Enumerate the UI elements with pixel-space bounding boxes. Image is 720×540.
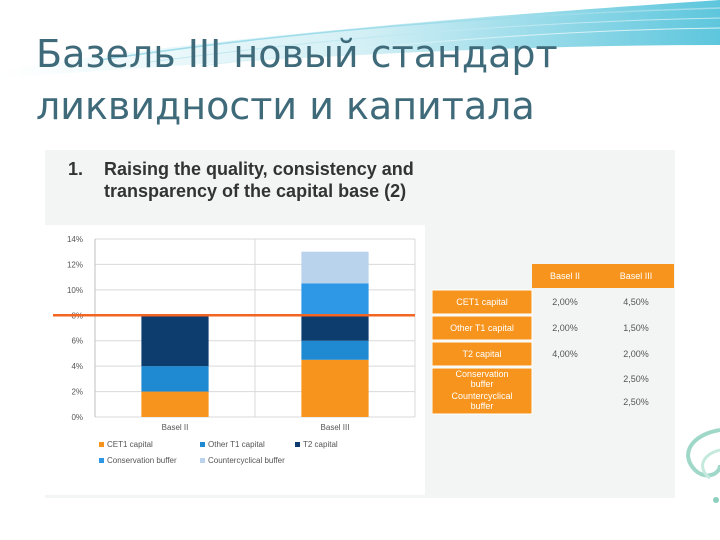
table-cell: 2,00% [552, 323, 578, 333]
legend-swatch [200, 458, 205, 463]
table-header-cell: Basel II [550, 271, 580, 281]
y-tick-label: 14% [67, 235, 83, 244]
bar-segment [301, 315, 369, 341]
table-cell: 4,50% [623, 297, 649, 307]
bar-segment [141, 315, 209, 367]
capital-table: Basel II Basel III CET1 capital Other T1 ca… [432, 264, 674, 415]
legend-swatch [99, 458, 104, 463]
table-cell: 2,50% [623, 374, 649, 384]
y-tick-label: 6% [71, 337, 83, 346]
bar-segment [301, 359, 369, 417]
legend-swatch [295, 442, 300, 447]
table-row-label: T2 capital [462, 349, 501, 359]
table-label-bg [432, 315, 533, 341]
heading-line1: Raising the quality, consistency and [104, 159, 414, 179]
heading-number: 1. [68, 159, 84, 179]
bar-segment [141, 391, 209, 417]
legend-swatch [99, 442, 104, 447]
y-tick-label: 0% [71, 413, 83, 422]
bar-segment [301, 283, 369, 316]
table-label-bg [432, 289, 533, 315]
y-tick-label: 10% [67, 286, 83, 295]
y-tick-label: 2% [71, 388, 83, 397]
legend-label: Countercyclical buffer [208, 456, 285, 465]
heading-line2: transparency of the capital base (2) [104, 181, 407, 201]
legend-label: Other T1 capital [208, 440, 265, 449]
table-cell: 2,00% [623, 349, 649, 359]
slide-title: Базель III новый стандарт ликвидности и … [36, 28, 696, 132]
bar-segment [301, 340, 369, 360]
corner-swirl-decoration [686, 428, 720, 503]
legend-label: T2 capital [303, 440, 338, 449]
legend-swatch [200, 442, 205, 447]
table-cell: 1,50% [623, 323, 649, 333]
legend-label: CET1 capital [107, 440, 153, 449]
slide-title-line2: ликвидности и капитала [36, 84, 535, 128]
table-cell: 2,50% [623, 397, 649, 407]
table-label-bg [432, 367, 533, 415]
y-tick-label: 12% [67, 260, 83, 269]
table-row-label: Conservation buffer [455, 369, 508, 389]
bar-segment [141, 366, 209, 392]
bar-segment [301, 251, 369, 284]
table-row-label: Other T1 capital [450, 323, 514, 333]
table-cell: 2,00% [552, 297, 578, 307]
table-header-cell: Basel III [620, 271, 653, 281]
table-header-bg [532, 264, 674, 288]
y-tick-label: 4% [71, 362, 83, 371]
table-row-label: Countercyclical buffer [451, 391, 512, 411]
legend-label: Conservation buffer [107, 456, 177, 465]
slide-title-line1: Базель III новый стандарт [36, 32, 558, 76]
table-cell: 4,00% [552, 349, 578, 359]
header-swoosh-decoration [0, 0, 720, 78]
table-label-bg [432, 341, 533, 367]
x-tick-label: Basel III [321, 423, 350, 432]
x-tick-label: Basel II [162, 423, 189, 432]
table-row-label: CET1 capital [456, 297, 508, 307]
